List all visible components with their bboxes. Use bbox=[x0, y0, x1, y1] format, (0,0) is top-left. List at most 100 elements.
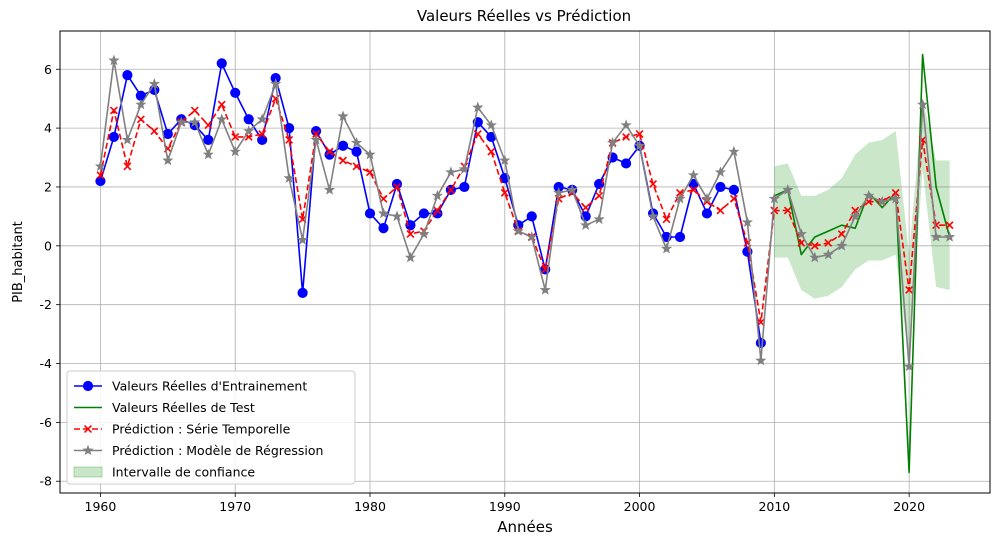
legend-entry: Valeurs Réelles de Test bbox=[74, 400, 255, 415]
data-point bbox=[487, 147, 496, 156]
data-point bbox=[824, 238, 833, 247]
data-point bbox=[256, 113, 268, 124]
marker-stroke bbox=[905, 285, 914, 294]
marker-stroke bbox=[258, 130, 267, 138]
data-point bbox=[526, 211, 537, 222]
marker-stroke bbox=[190, 106, 199, 115]
y-axis-title: PIB_habitant bbox=[11, 221, 26, 303]
marker-stroke bbox=[945, 221, 954, 230]
data-point bbox=[285, 135, 294, 144]
data-point bbox=[687, 169, 700, 180]
marker-stroke bbox=[932, 221, 941, 230]
data-point bbox=[622, 132, 631, 141]
marker-stroke bbox=[352, 162, 361, 171]
data-point bbox=[526, 231, 538, 242]
data-point bbox=[257, 134, 268, 145]
data-point bbox=[136, 115, 145, 124]
data-point bbox=[378, 223, 389, 234]
data-point bbox=[620, 158, 632, 169]
marker-stroke bbox=[96, 171, 105, 180]
data-point bbox=[770, 206, 779, 215]
data-point bbox=[689, 185, 698, 194]
data-point bbox=[458, 163, 470, 175]
marker-stroke bbox=[487, 147, 496, 156]
marker-stroke bbox=[231, 132, 240, 141]
data-point bbox=[553, 186, 565, 198]
data-point bbox=[797, 238, 806, 247]
data-point bbox=[594, 178, 605, 190]
data-point bbox=[203, 134, 214, 145]
data-point bbox=[325, 147, 334, 156]
marker-stroke bbox=[500, 188, 509, 197]
marker-stroke bbox=[392, 182, 401, 191]
data-point bbox=[593, 213, 605, 225]
data-point bbox=[433, 206, 442, 215]
data-point bbox=[108, 131, 120, 143]
data-point bbox=[121, 134, 133, 145]
data-point bbox=[903, 360, 915, 372]
data-point bbox=[297, 287, 308, 298]
data-point bbox=[809, 251, 821, 263]
data-point bbox=[108, 54, 120, 66]
data-point bbox=[418, 228, 430, 239]
ticks: 1960 1970 1980 1990 2000 2010 2020 -8 -6 -4 -2 0 2 4 6 bbox=[40, 62, 926, 514]
data-point bbox=[96, 171, 105, 180]
marker-stroke bbox=[770, 206, 779, 215]
marker-stroke bbox=[136, 115, 145, 124]
data-point bbox=[122, 70, 133, 81]
data-point bbox=[662, 215, 671, 224]
data-point bbox=[943, 231, 956, 242]
data-point bbox=[512, 225, 524, 236]
legend-label: Intervalle de confiance bbox=[112, 465, 255, 480]
legend-entry: Valeurs Réelles d'Entrainement bbox=[74, 379, 307, 394]
marker-stroke bbox=[541, 265, 550, 274]
series-layer bbox=[94, 53, 956, 474]
x-tick-label: 2020 bbox=[893, 499, 925, 514]
data-point bbox=[190, 106, 199, 115]
legend-patch bbox=[73, 466, 103, 478]
marker-stroke bbox=[109, 106, 118, 115]
legend-label: Prédiction : Modèle de Régression bbox=[112, 443, 323, 458]
data-point bbox=[216, 58, 227, 69]
data-point bbox=[175, 116, 187, 128]
marker-stroke bbox=[339, 156, 348, 165]
data-point bbox=[418, 208, 430, 219]
legend-label: Prédiction : Série Temporelle bbox=[112, 422, 291, 437]
marker-stroke bbox=[649, 180, 658, 188]
y-tick-label: 2 bbox=[44, 179, 52, 194]
data-point bbox=[405, 220, 416, 231]
data-point bbox=[499, 154, 511, 166]
chart-title: Valeurs Réelles vs Prédiction bbox=[417, 7, 631, 25]
marker-stroke bbox=[729, 194, 738, 203]
marker-stroke bbox=[689, 185, 698, 194]
data-point bbox=[932, 221, 941, 230]
data-point bbox=[230, 87, 241, 98]
data-point bbox=[391, 210, 403, 222]
y-tick-label: -8 bbox=[40, 474, 53, 489]
plot-frame bbox=[59, 30, 991, 494]
data-point bbox=[714, 166, 727, 178]
y-tick-label: 6 bbox=[44, 62, 52, 77]
data-point bbox=[607, 136, 619, 148]
data-point bbox=[716, 206, 725, 215]
marker-stroke bbox=[366, 168, 374, 177]
data-point bbox=[595, 191, 604, 200]
data-point bbox=[162, 128, 173, 140]
data-point bbox=[459, 181, 470, 193]
confidence-band-layer bbox=[774, 98, 950, 361]
series-line bbox=[773, 53, 951, 474]
data-point bbox=[446, 185, 455, 194]
legend-label: Valeurs Réelles de Test bbox=[112, 400, 255, 415]
data-point bbox=[243, 125, 255, 136]
data-point bbox=[729, 194, 738, 203]
data-point bbox=[445, 166, 457, 178]
data-point bbox=[258, 130, 267, 138]
data-point bbox=[728, 184, 740, 196]
data-point bbox=[392, 182, 401, 191]
legend-marker bbox=[84, 425, 92, 433]
legend-marker bbox=[82, 444, 94, 456]
data-point bbox=[337, 110, 349, 122]
marker-stroke bbox=[84, 425, 92, 433]
marker-stroke bbox=[756, 318, 765, 327]
